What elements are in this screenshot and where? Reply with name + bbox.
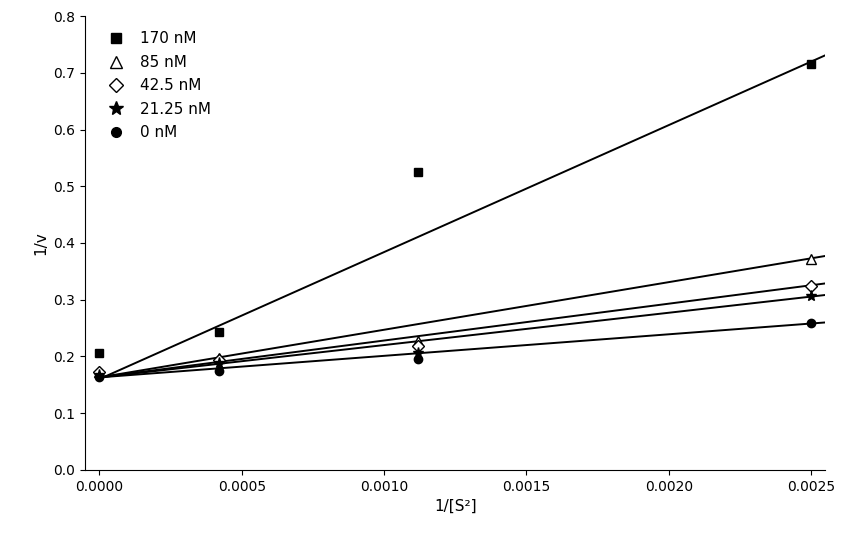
X-axis label: 1/[S²]: 1/[S²] — [434, 499, 477, 514]
Y-axis label: 1/v: 1/v — [33, 231, 48, 255]
Legend: 170 nM, 85 nM, 42.5 nM, 21.25 nM, 0 nM: 170 nM, 85 nM, 42.5 nM, 21.25 nM, 0 nM — [93, 24, 219, 148]
